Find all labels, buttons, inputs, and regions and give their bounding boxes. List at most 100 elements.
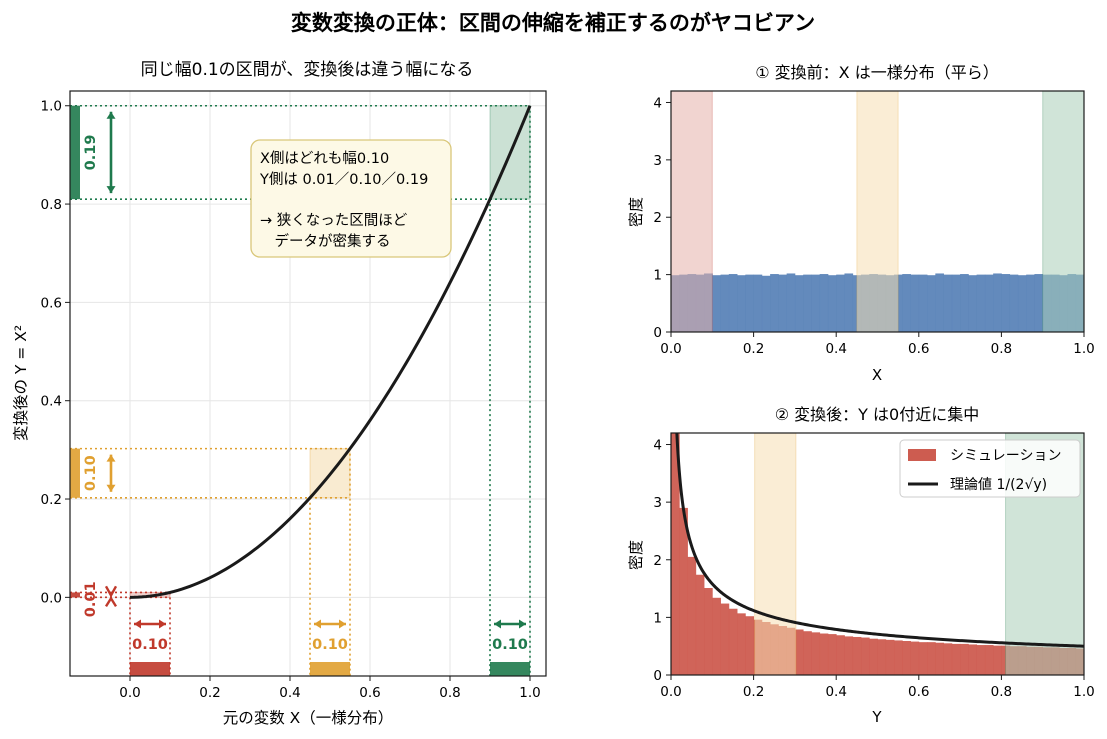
left-interval-arrows: [104, 111, 526, 629]
y-width-arrow-orange-head: [106, 454, 116, 462]
x-width-label-red: 0.10: [132, 637, 168, 653]
histogram-bar: [951, 643, 961, 675]
histogram-bar: [869, 638, 878, 675]
interval-shade-green: [1042, 91, 1084, 332]
left-y-tick-label: 0.0: [41, 590, 62, 606]
histogram-bar: [753, 274, 763, 332]
histogram-bar: [844, 273, 854, 332]
x-tick-label: 0.0: [660, 684, 681, 700]
x-tick-label: 0.4: [825, 341, 846, 357]
histogram-bar: [761, 275, 771, 332]
bottom-right-y-axis-label: 密度: [627, 540, 645, 570]
x-tick-label: 1.0: [1073, 341, 1094, 357]
bottom-right-histogram: [671, 433, 1084, 675]
theory-curve: [675, 433, 1084, 648]
left-x-tick-label: 0.8: [439, 685, 460, 701]
histogram-bar: [671, 433, 680, 675]
y-tick-label: 3: [653, 495, 662, 511]
x-width-arrow-green-head: [494, 619, 501, 629]
histogram-bar: [993, 273, 1002, 332]
x-width-arrow-green-head: [519, 619, 526, 629]
top-right-axes-frame: [670, 90, 1085, 333]
histogram-bar: [803, 631, 812, 675]
histogram-bar: [1026, 274, 1035, 332]
x-width-arrow-red: [134, 619, 166, 629]
y-width-arrow-green: [106, 111, 116, 194]
left-plot-content: 0.10 0.01 0.10 0.10 0.10 0.19: [70, 104, 532, 676]
x-tick-label: 1.0: [1073, 684, 1094, 700]
left-x-tick-label: 0.4: [279, 685, 300, 701]
histogram-bar: [836, 635, 845, 675]
histogram-bar: [1009, 274, 1019, 332]
x-tick-label: 0.8: [991, 684, 1012, 700]
histogram-bar: [894, 640, 903, 675]
histogram-bar: [976, 274, 986, 332]
annotation-line-1: X側はどれも幅0.10: [260, 150, 389, 167]
annotation-line-4: データが密集する: [260, 232, 391, 250]
histogram-bar: [728, 608, 738, 675]
histogram-bar: [960, 274, 969, 332]
left-y-tick-label: 1.0: [41, 99, 62, 115]
histogram-bar: [910, 274, 920, 332]
histogram-bar: [836, 274, 845, 332]
y-width-arrow-orange: [106, 454, 116, 492]
histogram-bar: [704, 587, 713, 675]
histogram-bar: [687, 556, 697, 675]
y-width-arrow-green-head: [106, 186, 116, 194]
histogram-bar: [918, 642, 928, 675]
left-y-tick-label: 0.2: [41, 492, 62, 508]
histogram-bar: [720, 603, 730, 675]
histogram-bar: [811, 274, 821, 332]
top-right-interval-shades: [671, 91, 1084, 332]
histogram-bar: [712, 597, 721, 675]
left-panel: 同じ幅0.1の区間が、変換後は違う幅になる 0.100.010.100.100.…: [12, 60, 547, 727]
x-width-label-green: 0.10: [492, 637, 528, 653]
y-tick-label: 4: [653, 95, 662, 111]
x-tick-label: 0.6: [908, 684, 929, 700]
y-width-arrow-green-head: [106, 111, 116, 119]
x-width-arrow-red-head: [134, 619, 141, 629]
interval-shade-red: [671, 91, 713, 332]
histogram-bar: [1001, 274, 1011, 332]
y-tick-label: 0: [653, 668, 662, 684]
left-x-axis-label: 元の変数 X（一様分布）: [223, 709, 394, 727]
left-axes-frame: [69, 90, 547, 677]
legend-swatch-simulation: [908, 449, 936, 461]
bottom-right-title: ② 変換後：Y は0付近に集中: [775, 405, 979, 424]
legend-label-theory: 理論値 1/(2√y): [950, 477, 1047, 493]
interval-shade-orange: [856, 91, 899, 332]
x-tick-label: 0.4: [825, 684, 846, 700]
x-width-arrow-green: [494, 619, 526, 629]
histogram-bar: [786, 273, 796, 332]
top-right-y-axis-label: 密度: [627, 197, 645, 227]
histogram-bar: [984, 274, 994, 332]
y-width-arrow-upper: [104, 585, 118, 598]
histogram-bar: [943, 274, 953, 332]
x-interval-bar-green: [490, 662, 530, 676]
annotation-line-2: Y側は 0.01／0.10／0.19: [259, 171, 428, 188]
left-y-axis-label: 変換後の Y = X²: [12, 325, 30, 441]
histogram-bar: [927, 275, 936, 332]
left-y-tick-label: 0.8: [41, 197, 62, 213]
x-width-arrow-orange-head: [339, 619, 346, 629]
histogram-bar: [712, 275, 721, 332]
x-interval-bar-red: [130, 662, 170, 676]
top-right-histogram: [671, 273, 1084, 332]
histogram-bar: [1034, 274, 1044, 332]
histogram-bar: [827, 275, 837, 332]
bottom-right-axes-frame: [670, 432, 1085, 676]
histogram-bar: [943, 643, 953, 675]
y-tick-label: 1: [653, 610, 662, 626]
histogram-bar: [902, 641, 911, 675]
left-y-tick-label: 0.6: [41, 295, 62, 311]
histogram-bar: [811, 632, 821, 675]
histogram-bar: [770, 274, 779, 332]
y-tick-label: 4: [653, 438, 662, 454]
left-panel-title: 同じ幅0.1の区間が、変換後は違う幅になる: [141, 60, 474, 80]
bottom-right-panel: ② 変換後：Y は0付近に集中 0.0 0.2 0.4 0.6 0.8 1.001234 …: [627, 405, 1095, 726]
interval-shade-orange: [754, 433, 797, 675]
histogram-bar: [960, 643, 969, 675]
top-right-panel: ① 変換前：X は一様分布（平ら） 0.0 0.2 0.4 0.6 0.8 1.0 0 1 2 3…: [627, 63, 1095, 384]
legend-label-simulation: シミュレーション: [950, 448, 1061, 464]
